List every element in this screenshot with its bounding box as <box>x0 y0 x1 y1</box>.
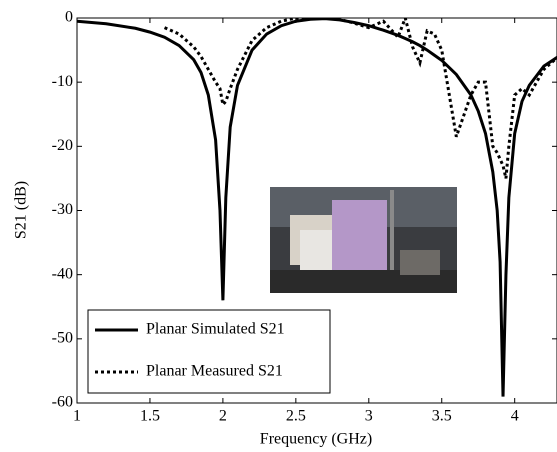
y-tick-label: -50 <box>52 330 73 347</box>
legend-label: Planar Measured S21 <box>146 363 283 380</box>
x-tick-label: 3 <box>365 408 373 425</box>
legend-box <box>87 309 331 394</box>
y-tick-label: -20 <box>52 137 73 154</box>
x-axis-label: Frequency (GHz) <box>260 431 372 448</box>
x-tick-label: 1.5 <box>140 408 160 425</box>
x-tick-label: 3.5 <box>432 408 452 425</box>
x-tick-label: 4 <box>511 408 519 425</box>
x-tick-label: 2.5 <box>286 408 306 425</box>
legend-label: Planar Simulated S21 <box>146 321 285 338</box>
y-tick-label: -60 <box>52 394 73 411</box>
lines <box>77 18 557 397</box>
x-tick-label: 1 <box>73 408 81 425</box>
y-axis-label: S21 (dB) <box>13 181 30 239</box>
inset-photo <box>270 187 457 293</box>
series-line <box>77 18 557 397</box>
y-tick-label: -10 <box>52 73 73 90</box>
x-tick-label: 2 <box>219 408 227 425</box>
legend: Planar Simulated S21 Planar Measured S21 <box>87 309 331 394</box>
y-tick-label: -30 <box>52 201 73 218</box>
y-tick-label: 0 <box>65 9 73 26</box>
y-tick-label: -40 <box>52 265 73 282</box>
